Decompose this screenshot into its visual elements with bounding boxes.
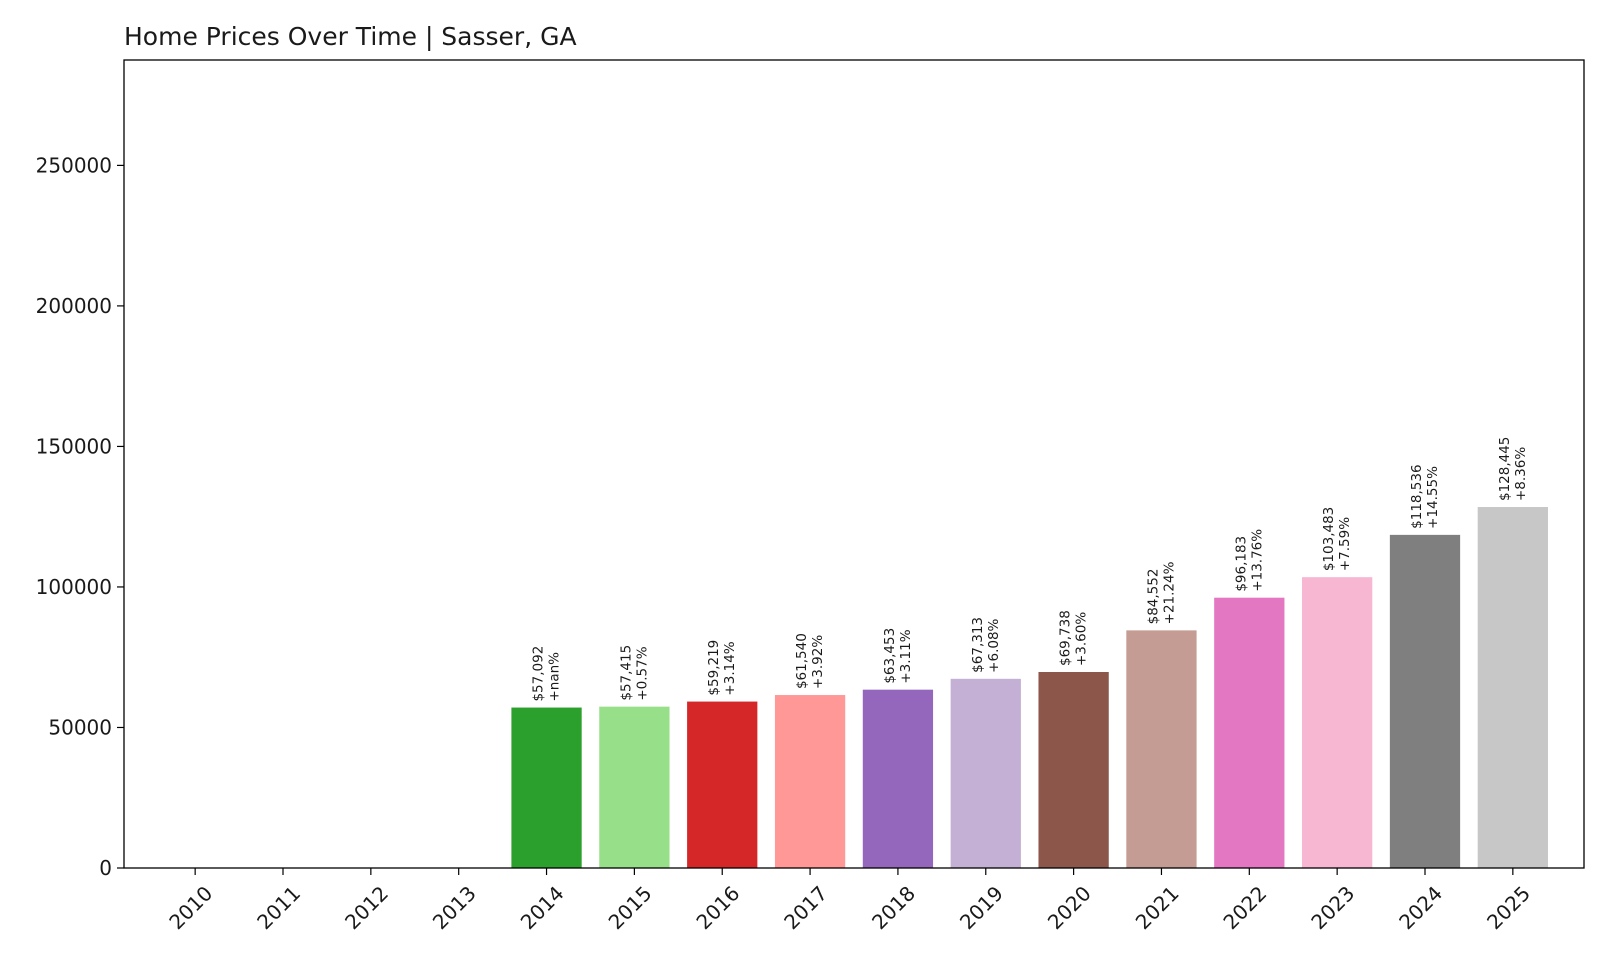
x-tick-label-2022: 2022 [1218, 881, 1271, 934]
bar-value-label-2018: $63,453 [882, 628, 898, 684]
bar-change-label-2016: +3.14% [722, 641, 738, 695]
bar-value-label-2019: $67,313 [970, 617, 986, 673]
plot-frame [123, 59, 1585, 869]
y-axis: 0 50000 100000 150000 200000 250000 [36, 153, 124, 880]
bar-value-label-2021: $84,552 [1145, 569, 1161, 625]
bar-2014 [511, 707, 582, 868]
x-tick-label-2019: 2019 [955, 881, 1008, 934]
bar-change-label-2014: +nan% [547, 652, 563, 702]
bar-value-label-2020: $69,738 [1058, 610, 1074, 666]
bar-value-label-2025: $128,445 [1497, 437, 1513, 501]
y-tick-label-250000: 250000 [36, 153, 112, 177]
x-tick-label-2015: 2015 [604, 881, 657, 934]
bar-labels-layer: $57,092 +nan% $57,415 +0.57% $59,219 +3.14% $6… [531, 437, 1529, 702]
bar-value-label-2015: $57,415 [618, 645, 634, 701]
x-tick-label-2020: 2020 [1043, 881, 1096, 934]
chart-title: Home Prices Over Time | Sasser, GA [124, 22, 577, 51]
bar-2016 [687, 701, 758, 868]
bars-layer [160, 507, 1548, 869]
x-tick-label-2017: 2017 [779, 881, 832, 934]
bar-change-label-2017: +3.92% [810, 635, 826, 689]
x-tick-label-2021: 2021 [1131, 881, 1184, 934]
x-tick-label-2010: 2010 [164, 881, 217, 934]
y-tick-label-0: 0 [99, 856, 112, 880]
x-tick-label-2024: 2024 [1394, 881, 1447, 934]
bar-change-label-2025: +8.36% [1513, 447, 1529, 501]
bar-2019 [950, 678, 1021, 868]
bar-2025 [1477, 507, 1548, 868]
bar-2018 [862, 689, 934, 868]
y-tick-label-200000: 200000 [36, 294, 112, 318]
bar-2017 [774, 695, 846, 868]
bar-value-label-2024: $118,536 [1409, 464, 1425, 528]
bar-change-label-2021: +21.24% [1161, 561, 1177, 624]
x-tick-label-2012: 2012 [340, 881, 393, 934]
x-tick-label-2014: 2014 [516, 881, 569, 934]
y-tick-label-50000: 50000 [48, 715, 112, 739]
bar-value-label-2023: $103,483 [1321, 507, 1337, 571]
x-tick-label-2016: 2016 [691, 881, 744, 934]
bar-change-label-2020: +3.60% [1074, 612, 1090, 666]
bar-value-label-2022: $96,183 [1233, 536, 1249, 592]
bar-2021 [1126, 630, 1197, 868]
bar-value-label-2014: $57,092 [531, 646, 547, 702]
bar-change-label-2015: +0.57% [634, 646, 650, 700]
bar-change-label-2022: +13.76% [1249, 529, 1265, 592]
bar-change-label-2023: +7.59% [1337, 517, 1353, 571]
bar-2020 [1038, 672, 1109, 868]
bar-value-label-2017: $61,540 [794, 633, 810, 689]
x-tick-label-2013: 2013 [428, 881, 481, 934]
x-axis: 2010 2011 2012 2013 2014 2015 2016 2017 2018 2019… [164, 868, 1535, 934]
bar-2023 [1302, 577, 1373, 868]
bar-change-label-2019: +6.08% [986, 618, 1002, 672]
bar-2024 [1389, 534, 1461, 868]
bar-2015 [599, 706, 670, 868]
x-tick-label-2011: 2011 [252, 881, 305, 934]
y-tick-label-150000: 150000 [36, 434, 112, 458]
bar-value-label-2016: $59,219 [706, 640, 722, 696]
bar-change-label-2024: +14.55% [1425, 466, 1441, 529]
y-tick-label-100000: 100000 [36, 575, 112, 599]
bar-change-label-2018: +3.11% [898, 629, 914, 683]
x-tick-label-2018: 2018 [867, 881, 920, 934]
x-tick-label-2023: 2023 [1306, 881, 1359, 934]
bar-2022 [1214, 597, 1285, 868]
x-tick-label-2025: 2025 [1482, 881, 1535, 934]
